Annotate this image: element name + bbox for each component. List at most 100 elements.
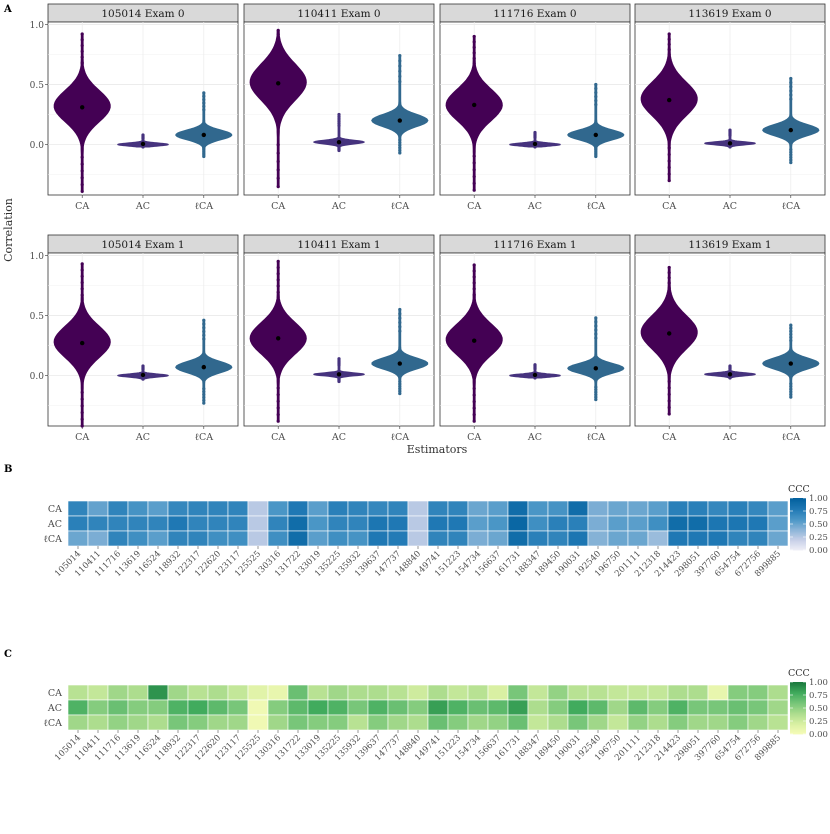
heat-cell xyxy=(367,684,389,701)
legend-swatch xyxy=(790,724,806,727)
legend-swatch xyxy=(790,521,806,524)
panel-label-a: A xyxy=(3,4,12,15)
outlier-point xyxy=(789,155,793,159)
legend-tick-label: 0.50 xyxy=(809,704,828,714)
outlier-point xyxy=(141,137,145,141)
heat-cell xyxy=(667,500,689,517)
legend-swatch xyxy=(790,726,806,728)
outlier-point xyxy=(472,275,476,279)
outlier-point xyxy=(202,322,206,326)
heat-cell xyxy=(587,530,609,547)
outlier-point xyxy=(80,293,84,297)
outlier-point xyxy=(667,271,671,275)
heat-cell xyxy=(207,515,229,532)
outlier-point xyxy=(789,338,793,343)
outlier-point xyxy=(398,389,402,393)
heat-cell xyxy=(427,530,449,547)
heat-cell xyxy=(207,714,229,731)
heat-cell xyxy=(687,500,709,517)
heat-cell xyxy=(327,714,349,731)
heat-cell xyxy=(167,515,189,532)
mean-point xyxy=(276,81,281,86)
outlier-point xyxy=(533,367,537,371)
outlier-point xyxy=(594,90,598,95)
heat-cell xyxy=(587,500,609,517)
heat-cell xyxy=(447,530,469,547)
outlier-point xyxy=(667,379,671,383)
outlier-point xyxy=(202,108,206,112)
heat-cell xyxy=(767,515,789,532)
outlier-point xyxy=(202,318,206,322)
heat-cell xyxy=(707,714,729,731)
x-tick-label: ℓCA xyxy=(781,201,800,212)
heat-cell xyxy=(307,515,329,532)
x-tick-label: AC xyxy=(527,432,542,443)
legend-swatch xyxy=(790,543,806,546)
outlier-point xyxy=(398,151,402,155)
outlier-point xyxy=(80,268,84,272)
outlier-point xyxy=(472,281,476,285)
outlier-point xyxy=(337,117,341,121)
mean-point xyxy=(336,372,342,377)
legend-swatch xyxy=(790,684,806,687)
outlier-point xyxy=(472,51,476,55)
outlier-point xyxy=(398,329,402,333)
heat-cell xyxy=(347,714,369,731)
heat-cell xyxy=(287,530,309,547)
legend-swatch xyxy=(790,529,806,531)
outlier-point xyxy=(398,138,402,142)
heat-cell xyxy=(527,684,549,701)
legend-swatch xyxy=(790,501,806,504)
outlier-point xyxy=(276,159,280,164)
outlier-point xyxy=(594,103,598,107)
heat-cell xyxy=(747,714,769,731)
heat-cell xyxy=(67,515,89,532)
heat-cell xyxy=(607,500,629,517)
outlier-point xyxy=(276,290,280,294)
y-tick-label: 1.0 xyxy=(30,252,45,262)
heat-cell xyxy=(687,684,709,701)
heat-cell xyxy=(607,684,629,701)
outlier-point xyxy=(472,181,476,185)
legend-swatch xyxy=(790,511,806,513)
legend-swatch xyxy=(790,728,806,731)
heat-cell xyxy=(547,515,569,532)
outlier-point xyxy=(789,390,793,394)
heat-cell xyxy=(507,500,529,517)
x-tick-label: AC xyxy=(331,201,346,212)
legend-swatch xyxy=(790,713,806,715)
heat-cell xyxy=(407,684,429,701)
heat-cell xyxy=(467,500,489,517)
outlier-point xyxy=(594,146,598,150)
outlier-point xyxy=(398,382,402,386)
facet-0: 105014 Exam 0 1.0 0.5 0.0 CA AC ℓCA xyxy=(30,3,239,212)
legend-swatch xyxy=(790,503,806,505)
outlier-point xyxy=(276,176,280,180)
outlier-point xyxy=(276,272,280,276)
mean-point xyxy=(140,141,146,147)
facet-title: 105014 Exam 1 xyxy=(101,239,184,251)
legend-swatch xyxy=(790,542,806,544)
outlier-point xyxy=(594,387,598,392)
legend-swatch xyxy=(790,710,806,713)
row-label: CA xyxy=(48,504,62,515)
legend-swatch xyxy=(790,715,806,718)
heat-cell xyxy=(167,714,189,731)
legend-swatch xyxy=(790,700,806,702)
legend-swatch xyxy=(790,520,806,522)
outlier-point xyxy=(276,393,280,397)
outlier-point xyxy=(276,406,280,410)
outlier-point xyxy=(202,390,206,394)
outlier-point xyxy=(789,329,793,333)
x-tick-label: CA xyxy=(75,201,89,212)
legend-tick-label: 0.25 xyxy=(809,533,828,543)
outlier-point xyxy=(398,74,402,78)
facet-title: 110411 Exam 1 xyxy=(297,239,380,251)
outlier-point xyxy=(398,325,402,329)
heat-cell xyxy=(627,515,649,532)
heat-cell xyxy=(347,515,369,532)
heat-cell xyxy=(687,530,709,547)
facet-2: 111716 Exam 0 CA AC ℓCA xyxy=(439,3,631,212)
outlier-point xyxy=(667,386,671,390)
